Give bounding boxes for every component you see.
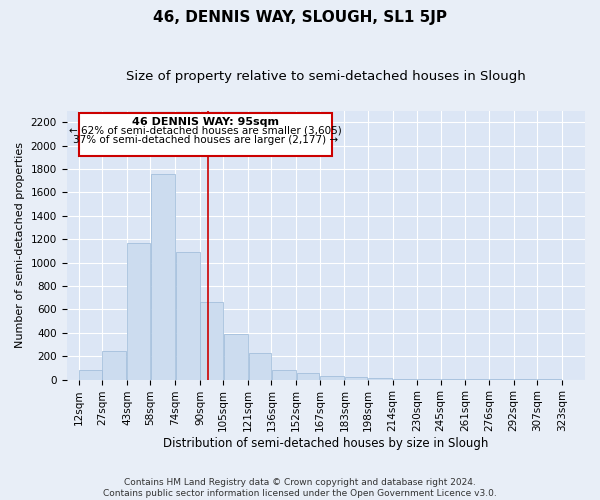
- Bar: [514, 379, 536, 380]
- Text: 37% of semi-detached houses are larger (2,177) →: 37% of semi-detached houses are larger (…: [73, 135, 338, 145]
- Bar: [151, 174, 175, 380]
- Bar: [296, 372, 319, 380]
- Text: 46 DENNIS WAY: 95sqm: 46 DENNIS WAY: 95sqm: [132, 117, 279, 127]
- Bar: [176, 252, 200, 380]
- X-axis label: Distribution of semi-detached houses by size in Slough: Distribution of semi-detached houses by …: [163, 437, 488, 450]
- Text: ← 62% of semi-detached houses are smaller (3,605): ← 62% of semi-detached houses are smalle…: [69, 126, 342, 136]
- Bar: [368, 378, 392, 380]
- FancyBboxPatch shape: [79, 114, 332, 156]
- Title: Size of property relative to semi-detached houses in Slough: Size of property relative to semi-detach…: [126, 70, 526, 83]
- Text: Contains HM Land Registry data © Crown copyright and database right 2024.
Contai: Contains HM Land Registry data © Crown c…: [103, 478, 497, 498]
- Bar: [127, 242, 150, 380]
- Text: 46, DENNIS WAY, SLOUGH, SL1 5JP: 46, DENNIS WAY, SLOUGH, SL1 5JP: [153, 10, 447, 25]
- Bar: [345, 378, 367, 380]
- Bar: [418, 379, 440, 380]
- Bar: [248, 354, 271, 380]
- Bar: [320, 376, 344, 380]
- Bar: [441, 379, 465, 380]
- Y-axis label: Number of semi-detached properties: Number of semi-detached properties: [15, 142, 25, 348]
- Bar: [200, 302, 223, 380]
- Bar: [489, 379, 513, 380]
- Bar: [537, 379, 562, 380]
- Bar: [102, 352, 126, 380]
- Bar: [466, 379, 488, 380]
- Bar: [79, 370, 102, 380]
- Bar: [224, 334, 248, 380]
- Bar: [272, 370, 296, 380]
- Bar: [393, 379, 417, 380]
